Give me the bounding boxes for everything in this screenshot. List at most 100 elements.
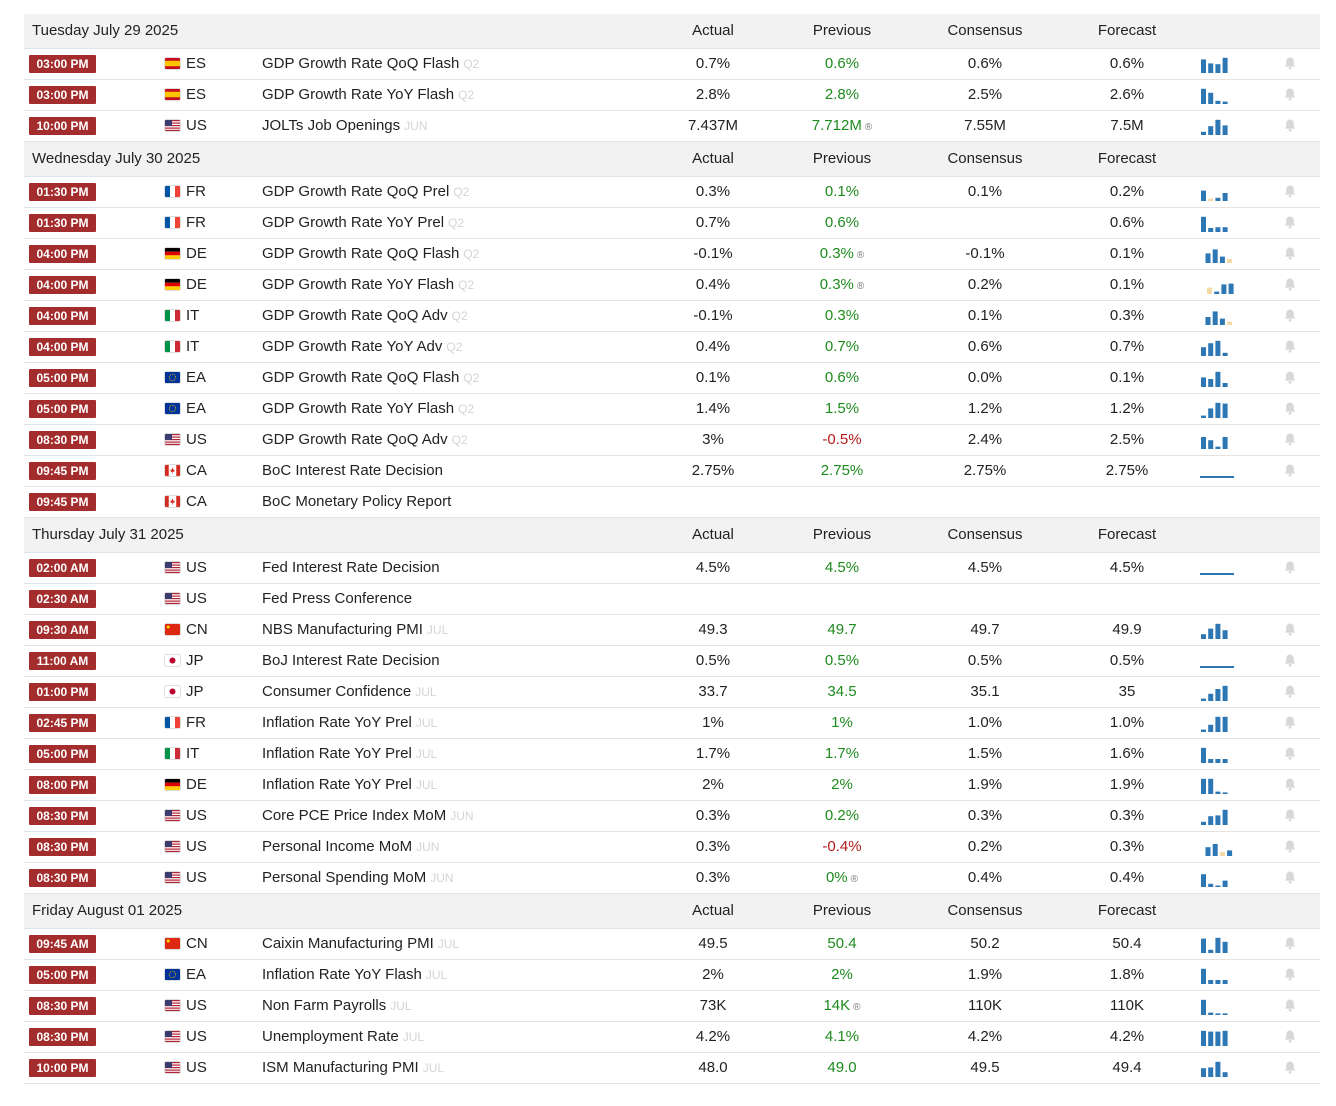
event-name-link[interactable]: GDP Growth Rate QoQ Flash xyxy=(262,369,460,386)
event-name-link[interactable]: JOLTs Job Openings xyxy=(262,117,401,134)
sparkline-chart[interactable] xyxy=(1198,276,1238,296)
sparkline-chart[interactable] xyxy=(1198,559,1238,579)
event-row[interactable]: 08:30 PM US Core PCE Price Index MoM JUN 0.3… xyxy=(24,801,1320,832)
sparkline-chart[interactable] xyxy=(1198,966,1238,986)
column-header-forecast[interactable]: Forecast xyxy=(1097,22,1157,39)
bell-icon[interactable] xyxy=(1283,560,1297,579)
event-row[interactable]: 08:30 PM US Unemployment Rate JUL 4.2% 4.1% 4.… xyxy=(24,1022,1320,1053)
bell-icon[interactable] xyxy=(1283,967,1297,986)
bell-icon[interactable] xyxy=(1283,56,1297,75)
event-row[interactable]: 09:45 PM CA BoC Monetary Policy Report xyxy=(24,487,1320,518)
event-name-link[interactable]: GDP Growth Rate YoY Flash xyxy=(262,86,455,103)
bell-icon[interactable] xyxy=(1283,339,1297,358)
sparkline-chart[interactable] xyxy=(1198,935,1238,955)
column-header-previous[interactable]: Previous xyxy=(812,150,872,167)
event-row[interactable]: 09:30 AM CN NBS Manufacturing PMI JUL 49.3 49… xyxy=(24,615,1320,646)
column-header-forecast[interactable]: Forecast xyxy=(1097,526,1157,543)
sparkline-chart[interactable] xyxy=(1198,183,1238,203)
bell-icon[interactable] xyxy=(1283,936,1297,955)
bell-icon[interactable] xyxy=(1283,370,1297,389)
bell-icon[interactable] xyxy=(1283,432,1297,451)
bell-icon[interactable] xyxy=(1283,777,1297,796)
event-name-link[interactable]: Inflation Rate YoY Prel xyxy=(262,745,412,762)
event-row[interactable]: 04:00 PM DE GDP Growth Rate YoY Flash Q2 0.4… xyxy=(24,270,1320,301)
event-name-link[interactable]: GDP Growth Rate YoY Flash xyxy=(262,276,455,293)
event-row[interactable]: 05:00 PM EA GDP Growth Rate YoY Flash Q2 1.4… xyxy=(24,394,1320,425)
sparkline-chart[interactable] xyxy=(1198,1028,1238,1048)
event-row[interactable]: 02:30 AM US Fed Press Conference xyxy=(24,584,1320,615)
event-row[interactable]: 02:45 PM FR Inflation Rate YoY Prel JUL 1% 1%… xyxy=(24,708,1320,739)
bell-icon[interactable] xyxy=(1283,87,1297,106)
bell-icon[interactable] xyxy=(1283,184,1297,203)
bell-icon[interactable] xyxy=(1283,277,1297,296)
event-name-link[interactable]: Core PCE Price Index MoM xyxy=(262,807,447,824)
column-header-previous[interactable]: Previous xyxy=(812,902,872,919)
event-row[interactable]: 01:30 PM FR GDP Growth Rate QoQ Prel Q2 0.3%… xyxy=(24,177,1320,208)
column-header-forecast[interactable]: Forecast xyxy=(1097,902,1157,919)
sparkline-chart[interactable] xyxy=(1198,997,1238,1017)
sparkline-chart[interactable] xyxy=(1198,117,1238,137)
event-row[interactable]: 09:45 PM CA BoC Interest Rate Decision 2.75… xyxy=(24,456,1320,487)
event-row[interactable]: 05:00 PM IT Inflation Rate YoY Prel JUL 1.7%… xyxy=(24,739,1320,770)
event-name-link[interactable]: Personal Spending MoM xyxy=(262,869,427,886)
event-name-link[interactable]: Inflation Rate YoY Flash xyxy=(262,966,422,983)
column-header-actual[interactable]: Actual xyxy=(692,22,734,39)
sparkline-chart[interactable] xyxy=(1198,776,1238,796)
event-name-link[interactable]: GDP Growth Rate QoQ Flash xyxy=(262,245,460,262)
bell-icon[interactable] xyxy=(1283,839,1297,858)
sparkline-chart[interactable] xyxy=(1198,621,1238,641)
bell-icon[interactable] xyxy=(1283,1060,1297,1079)
event-row[interactable]: 08:30 PM US Personal Spending MoM JUN 0.3% 0%… xyxy=(24,863,1320,894)
event-name-link[interactable]: Inflation Rate YoY Prel xyxy=(262,714,412,731)
event-name-link[interactable]: GDP Growth Rate QoQ Adv xyxy=(262,307,448,324)
event-name-link[interactable]: Fed Press Conference xyxy=(262,590,413,607)
event-row[interactable]: 08:30 PM US GDP Growth Rate QoQ Adv Q2 3% -0.… xyxy=(24,425,1320,456)
event-row[interactable]: 10:00 PM US ISM Manufacturing PMI JUL 48.0 49… xyxy=(24,1053,1320,1084)
sparkline-chart[interactable] xyxy=(1198,338,1238,358)
sparkline-chart[interactable] xyxy=(1198,431,1238,451)
bell-icon[interactable] xyxy=(1283,463,1297,482)
event-row[interactable]: 02:00 AM US Fed Interest Rate Decision 4.5%… xyxy=(24,553,1320,584)
sparkline-chart[interactable] xyxy=(1198,838,1238,858)
event-name-link[interactable]: BoJ Interest Rate Decision xyxy=(262,652,440,669)
event-name-link[interactable]: GDP Growth Rate YoY Adv xyxy=(262,338,443,355)
event-name-link[interactable]: Non Farm Payrolls xyxy=(262,997,387,1014)
event-row[interactable]: 11:00 AM JP BoJ Interest Rate Decision 0.5%… xyxy=(24,646,1320,677)
event-row[interactable]: 01:00 PM JP Consumer Confidence JUL 33.7 34.5… xyxy=(24,677,1320,708)
sparkline-chart[interactable] xyxy=(1198,714,1238,734)
event-row[interactable]: 03:00 PM ES GDP Growth Rate QoQ Flash Q2 0.7… xyxy=(24,49,1320,80)
bell-icon[interactable] xyxy=(1283,684,1297,703)
column-header-actual[interactable]: Actual xyxy=(692,150,734,167)
sparkline-chart[interactable] xyxy=(1198,214,1238,234)
bell-icon[interactable] xyxy=(1283,653,1297,672)
bell-icon[interactable] xyxy=(1283,308,1297,327)
column-header-previous[interactable]: Previous xyxy=(812,526,872,543)
sparkline-chart[interactable] xyxy=(1198,745,1238,765)
event-name-link[interactable]: Inflation Rate YoY Prel xyxy=(262,776,412,793)
column-header-previous[interactable]: Previous xyxy=(812,22,872,39)
event-row[interactable]: 08:00 PM DE Inflation Rate YoY Prel JUL 2% 2%… xyxy=(24,770,1320,801)
sparkline-chart[interactable] xyxy=(1198,245,1238,265)
event-row[interactable]: 05:00 PM EA GDP Growth Rate QoQ Flash Q2 0.1… xyxy=(24,363,1320,394)
event-name-link[interactable]: GDP Growth Rate QoQ Prel xyxy=(262,183,450,200)
sparkline-chart[interactable] xyxy=(1198,652,1238,672)
event-name-link[interactable]: BoC Interest Rate Decision xyxy=(262,462,443,479)
bell-icon[interactable] xyxy=(1283,1029,1297,1048)
bell-icon[interactable] xyxy=(1283,246,1297,265)
bell-icon[interactable] xyxy=(1283,215,1297,234)
sparkline-chart[interactable] xyxy=(1198,462,1238,482)
event-row[interactable]: 10:00 PM US JOLTs Job Openings JUN 7.437M 7.7… xyxy=(24,111,1320,142)
bell-icon[interactable] xyxy=(1283,401,1297,420)
event-name-link[interactable]: GDP Growth Rate QoQ Adv xyxy=(262,431,448,448)
bell-icon[interactable] xyxy=(1283,622,1297,641)
event-name-link[interactable]: Caixin Manufacturing PMI xyxy=(262,935,434,952)
event-row[interactable]: 04:00 PM IT GDP Growth Rate YoY Adv Q2 0.4% 0… xyxy=(24,332,1320,363)
bell-icon[interactable] xyxy=(1283,870,1297,889)
sparkline-chart[interactable] xyxy=(1198,86,1238,106)
sparkline-chart[interactable] xyxy=(1198,807,1238,827)
event-row[interactable]: 08:30 PM US Non Farm Payrolls JUL 73K 14K ® 110… xyxy=(24,991,1320,1022)
event-name-link[interactable]: ISM Manufacturing PMI xyxy=(262,1059,419,1076)
event-name-link[interactable]: BoC Monetary Policy Report xyxy=(262,493,452,510)
bell-icon[interactable] xyxy=(1283,746,1297,765)
event-name-link[interactable]: Consumer Confidence xyxy=(262,683,412,700)
